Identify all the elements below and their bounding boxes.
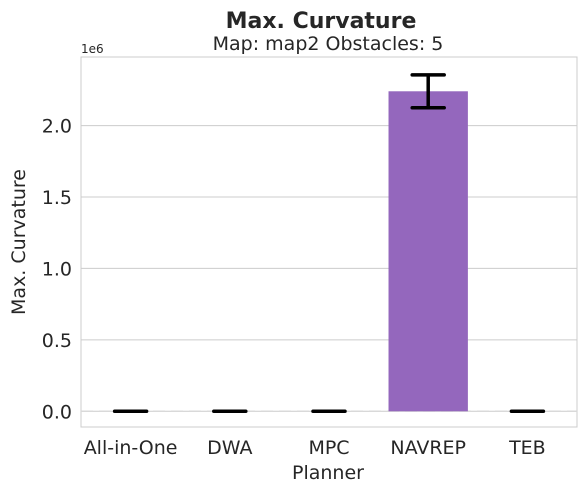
y-axis-label: Max. Curvature xyxy=(8,169,30,315)
grid-lines xyxy=(81,125,577,412)
x-tick-label: NAVREP xyxy=(390,437,466,459)
x-tick-labels: All-in-One DWA MPC NAVREP TEB xyxy=(84,437,546,459)
error-bars xyxy=(112,73,546,414)
x-tick-label: MPC xyxy=(308,437,349,459)
chart-title: Max. Curvature xyxy=(226,9,417,34)
chart-subtitle: Map: map2 Obstacles: 5 xyxy=(213,33,444,55)
bars xyxy=(388,91,468,412)
x-axis-label: Planner xyxy=(292,462,364,484)
x-tick-label: DWA xyxy=(207,437,252,459)
x-tick-label: TEB xyxy=(508,437,546,459)
y-tick-labels: 0.0 0.5 1.0 1.5 2.0 xyxy=(42,116,72,424)
y-tick-label: 1.5 xyxy=(42,187,72,209)
bar-navrep xyxy=(388,91,468,412)
y-tick-label: 2.0 xyxy=(42,116,72,138)
plot-frame xyxy=(80,56,578,428)
y-axis-exponent-label: 1e6 xyxy=(81,42,104,56)
y-tick-label: 0.0 xyxy=(42,401,72,423)
y-tick-label: 0.5 xyxy=(42,330,72,352)
y-tick-label: 1.0 xyxy=(42,258,72,280)
x-tick-label: All-in-One xyxy=(84,437,178,459)
